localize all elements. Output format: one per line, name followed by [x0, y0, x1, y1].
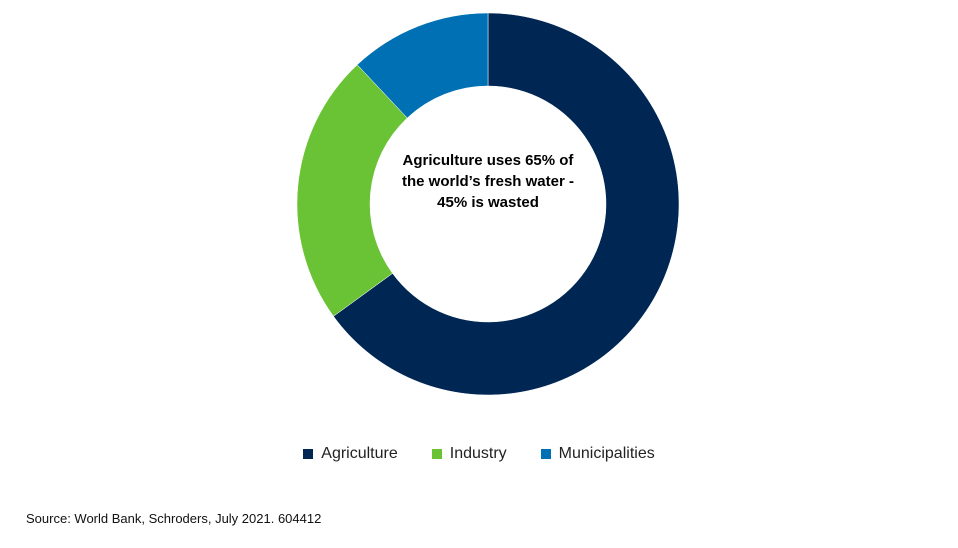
slice-industry — [296, 64, 408, 317]
slice-agriculture — [333, 12, 680, 396]
legend-item-municipalities: Municipalities — [540, 445, 655, 463]
chart-legend: Agriculture Industry Municipalities — [0, 445, 958, 463]
source-note: Source: World Bank, Schroders, July 2021… — [26, 511, 322, 526]
center-annotation: Agriculture uses 65% of the world’s fres… — [402, 152, 574, 211]
legend-swatch-agriculture — [303, 449, 314, 459]
legend-item-agriculture: Agriculture — [303, 445, 398, 463]
legend-label-municipalities: Municipalities — [558, 445, 655, 462]
legend-label-agriculture: Agriculture — [321, 445, 398, 462]
legend-label-industry: Industry — [449, 445, 507, 462]
donut-slices — [296, 12, 680, 396]
slice-municipalities — [356, 12, 489, 119]
legend-item-industry: Industry — [431, 445, 507, 463]
legend-swatch-industry — [431, 449, 442, 459]
legend-swatch-municipalities — [540, 449, 551, 459]
